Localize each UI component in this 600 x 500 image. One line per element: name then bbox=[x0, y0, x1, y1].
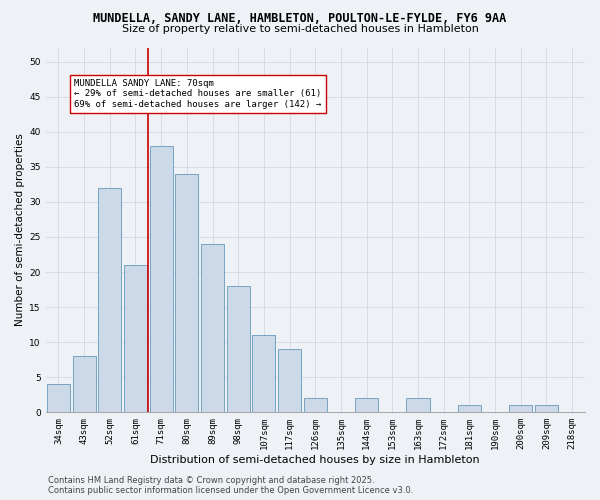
Bar bbox=[149, 146, 173, 412]
Text: Contains HM Land Registry data © Crown copyright and database right 2025.
Contai: Contains HM Land Registry data © Crown c… bbox=[48, 476, 413, 495]
Bar bbox=[509, 406, 532, 412]
Bar bbox=[458, 406, 481, 412]
Bar bbox=[355, 398, 378, 412]
Bar bbox=[175, 174, 199, 412]
Bar bbox=[227, 286, 250, 412]
Text: MUNDELLA, SANDY LANE, HAMBLETON, POULTON-LE-FYLDE, FY6 9AA: MUNDELLA, SANDY LANE, HAMBLETON, POULTON… bbox=[94, 12, 506, 26]
Bar bbox=[278, 349, 301, 412]
Bar bbox=[535, 406, 558, 412]
Bar bbox=[47, 384, 70, 412]
Bar bbox=[98, 188, 121, 412]
X-axis label: Distribution of semi-detached houses by size in Hambleton: Distribution of semi-detached houses by … bbox=[151, 455, 480, 465]
Bar bbox=[253, 335, 275, 412]
Bar bbox=[201, 244, 224, 412]
Text: MUNDELLA SANDY LANE: 70sqm
← 29% of semi-detached houses are smaller (61)
69% of: MUNDELLA SANDY LANE: 70sqm ← 29% of semi… bbox=[74, 79, 322, 109]
Y-axis label: Number of semi-detached properties: Number of semi-detached properties bbox=[15, 134, 25, 326]
Text: Size of property relative to semi-detached houses in Hambleton: Size of property relative to semi-detach… bbox=[122, 24, 478, 34]
Bar bbox=[73, 356, 95, 412]
Bar bbox=[124, 265, 147, 412]
Bar bbox=[406, 398, 430, 412]
Bar bbox=[304, 398, 327, 412]
